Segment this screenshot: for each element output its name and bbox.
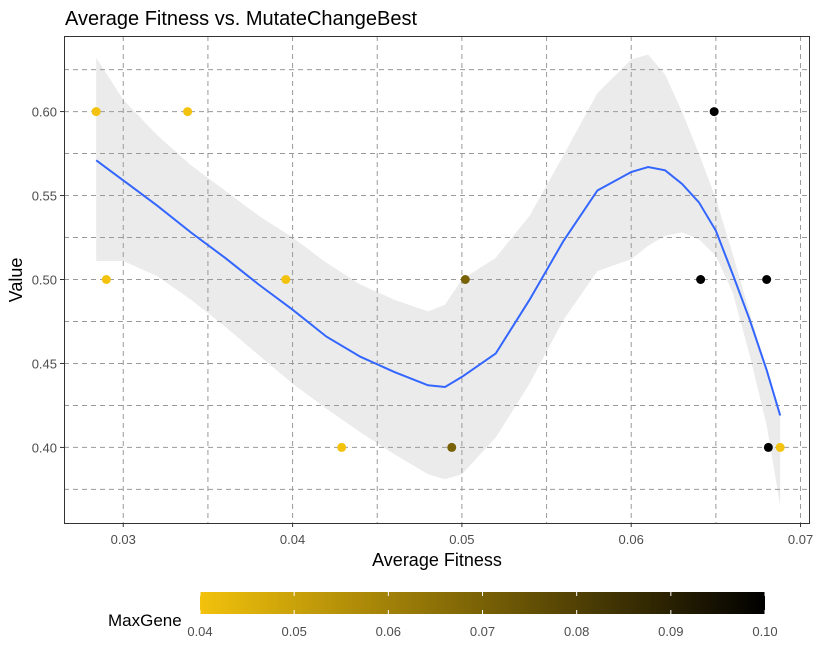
data-point <box>183 107 193 117</box>
colorbar-tick-label: 0.05 <box>282 624 307 639</box>
colorbar-tick-label: 0.09 <box>658 624 683 639</box>
y-tick-label: 0.50 <box>32 273 57 288</box>
x-tick-label: 0.07 <box>788 532 813 547</box>
x-axis-label: Average Fitness <box>372 550 502 570</box>
y-tick-label: 0.40 <box>32 440 57 455</box>
colorbar-tick-label: 0.04 <box>187 624 212 639</box>
smooth-trend-line <box>95 159 782 416</box>
data-point <box>101 275 111 284</box>
colorbar-gradient <box>200 592 765 614</box>
y-tick-label: 0.60 <box>32 105 57 120</box>
colorbar-tick-label: 0.10 <box>752 624 777 639</box>
y-axis-label: Value <box>6 258 26 303</box>
data-point <box>709 107 719 117</box>
chart-title: Average Fitness vs. MutateChangeBest <box>65 8 417 30</box>
x-tick-label: 0.05 <box>449 532 474 547</box>
data-point <box>337 442 347 452</box>
data-point <box>763 442 773 452</box>
data-point <box>460 275 470 284</box>
y-tick-label: 0.45 <box>32 356 57 371</box>
x-tick-label: 0.04 <box>280 532 305 547</box>
data-point <box>762 275 772 284</box>
confidence-ribbon <box>96 54 781 507</box>
data-point <box>91 107 101 117</box>
colorbar-tick-label: 0.08 <box>564 624 589 639</box>
x-tick-label: 0.03 <box>111 532 136 547</box>
color-legend: MaxGene 0.04 0.05 0.06 0.07 0.08 0.09 0.10 <box>108 592 778 639</box>
colorbar-tick-label: 0.06 <box>376 624 401 639</box>
legend-title: MaxGene <box>108 611 182 630</box>
plot-panel-border <box>64 36 810 524</box>
y-tick-label: 0.55 <box>32 189 57 204</box>
data-point <box>447 442 457 452</box>
colorbar-tick-label: 0.07 <box>470 624 495 639</box>
x-tick-label: 0.06 <box>619 532 644 547</box>
data-point <box>775 442 785 452</box>
data-point <box>281 275 291 284</box>
data-point <box>696 275 706 284</box>
